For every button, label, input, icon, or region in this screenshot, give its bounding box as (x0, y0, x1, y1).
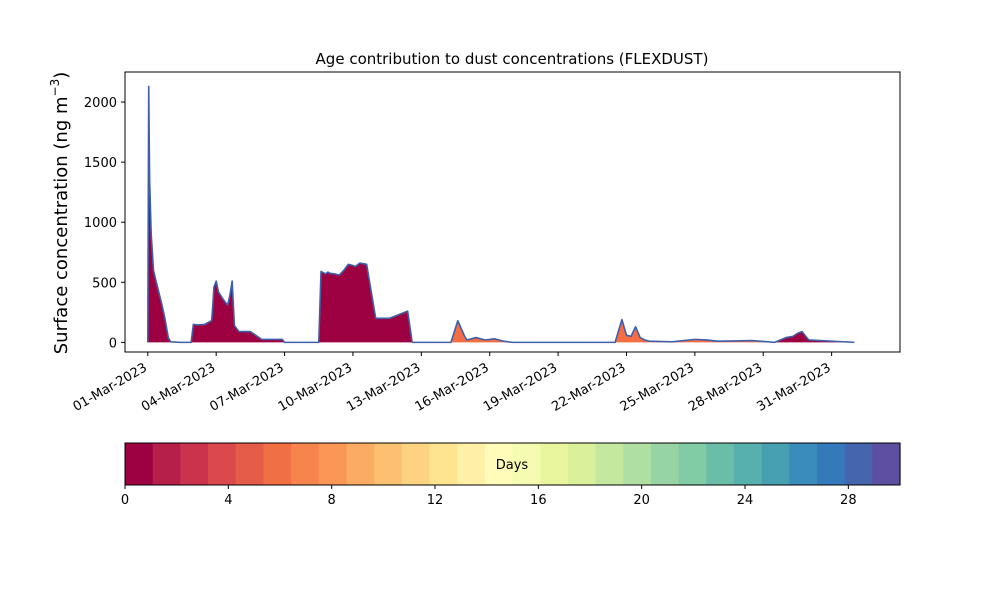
x-tick-label: 16-Mar-2023 (413, 360, 492, 414)
x-tick-label: 25-Mar-2023 (618, 360, 697, 414)
colorbar-swatch (484, 443, 514, 485)
y-tick-label: 1000 (84, 216, 117, 231)
x-axis: 01-Mar-202304-Mar-202307-Mar-202310-Mar-… (71, 352, 834, 415)
colorbar-swatch (706, 443, 735, 485)
colorbar-swatch (346, 443, 375, 485)
x-tick-label: 28-Mar-2023 (686, 360, 765, 414)
colorbar-swatch (650, 443, 680, 485)
y-axis-label-exponent: −3 (48, 79, 62, 97)
colorbar-swatch (844, 443, 873, 485)
colorbar-tick-label: 0 (121, 493, 129, 508)
plot-area (124, 71, 901, 353)
colorbar-tick-label: 4 (224, 493, 232, 508)
x-tick-label: 01-Mar-2023 (71, 360, 150, 414)
plot-frame (124, 71, 901, 353)
y-axis-label-close: ) (51, 72, 72, 79)
colorbar-swatch (180, 443, 209, 485)
colorbar-swatch (595, 443, 624, 485)
colorbar-swatch (401, 443, 431, 485)
colorbar-swatch (152, 443, 181, 485)
x-tick-label: 10-Mar-2023 (276, 360, 355, 414)
colorbar-swatch (125, 443, 154, 485)
colorbar-tick-label: 16 (530, 493, 547, 508)
colorbar-swatch (623, 443, 652, 485)
colorbar-swatch (540, 443, 569, 485)
colorbar-swatch (208, 443, 237, 485)
x-tick-label: 13-Mar-2023 (344, 360, 423, 414)
x-tick-label: 19-Mar-2023 (481, 360, 560, 414)
x-tick-label: 31-Mar-2023 (754, 360, 833, 414)
colorbar (124, 442, 901, 486)
x-tick-label: 22-Mar-2023 (549, 360, 628, 414)
colorbar-swatch (816, 443, 846, 485)
colorbar-label: Days (496, 458, 529, 473)
colorbar-swatch (789, 443, 818, 485)
x-tick-label: 04-Mar-2023 (139, 360, 218, 414)
y-tick-label: 1500 (84, 156, 117, 171)
colorbar-swatch (457, 443, 486, 485)
y-tick-label: 2000 (84, 96, 117, 111)
colorbar-swatch (678, 443, 707, 485)
colorbar-swatch (733, 443, 763, 485)
chart-title: Age contribution to dust concentrations … (316, 50, 709, 68)
x-tick-label: 07-Mar-2023 (207, 360, 286, 414)
colorbar-tick-label: 28 (840, 493, 857, 508)
colorbar-tick-label: 24 (737, 493, 754, 508)
y-tick-label: 500 (92, 276, 117, 291)
area-age-5-6-days (425, 319, 775, 343)
total-concentration-line (146, 85, 855, 344)
colorbar-swatch (512, 443, 541, 485)
colorbar-swatch (263, 443, 292, 485)
y-axis-label: Surface concentration (ng m−3) (48, 72, 72, 355)
y-axis-label-main: Surface concentration (ng m (51, 96, 72, 354)
colorbar-swatch (291, 443, 320, 485)
colorbar-swatch (235, 443, 264, 485)
colorbar-swatch (374, 443, 403, 485)
colorbar-frame (124, 442, 901, 486)
colorbar-swatch (761, 443, 790, 485)
colorbar-tick-label: 12 (427, 493, 444, 508)
colorbar-tick-label: 20 (633, 493, 650, 508)
colorbar-swatch (567, 443, 597, 485)
colorbar-swatch (872, 443, 901, 485)
colorbar-swatch (429, 443, 458, 485)
colorbar-swatch (318, 443, 348, 485)
area-age-0-1-days (147, 86, 855, 343)
y-axis: 0 500 1000 1500 2000 (84, 96, 125, 351)
colorbar-tick-label: 8 (328, 493, 336, 508)
y-tick-label: 0 (109, 336, 117, 351)
colorbar-ticks: 0 4 8 12 16 20 24 28 (121, 485, 857, 508)
